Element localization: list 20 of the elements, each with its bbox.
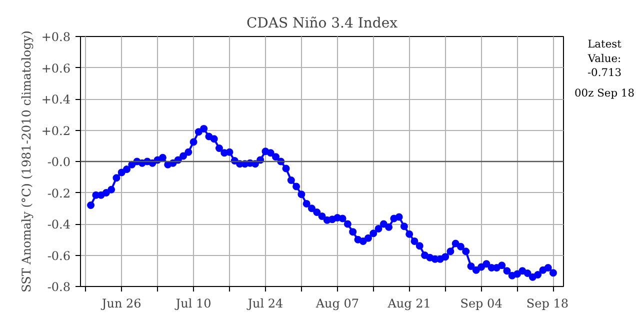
x-tick-label: Aug 07 bbox=[314, 296, 360, 310]
text: 00z Sep 18 bbox=[574, 86, 635, 100]
x-tick-label: Sep 04 bbox=[460, 296, 503, 310]
y-tick-label: +0.6 bbox=[41, 61, 70, 76]
y-tick-label: +0.4 bbox=[41, 92, 71, 106]
x-tick-label: Jul 10 bbox=[174, 296, 212, 310]
y-tick-label: -0.0 bbox=[47, 155, 70, 169]
x-tick-label: Aug 21 bbox=[386, 296, 431, 310]
x-tick-label: Sep 18 bbox=[526, 296, 569, 310]
text: Latest Value: -0.713 bbox=[586, 38, 622, 80]
x-tick-label: Jun 26 bbox=[100, 296, 142, 310]
chart-title: CDAS Niño 3.4 Index bbox=[246, 16, 398, 32]
y-axis-title: SST Anomaly (°C) (1981-2010 climatology) bbox=[19, 30, 34, 292]
y-tick-label: -0.2 bbox=[47, 186, 70, 200]
y-tick-label: +0.2 bbox=[41, 124, 70, 138]
y-tick-label: -0.6 bbox=[47, 248, 70, 263]
y-tick-label: -0.8 bbox=[47, 280, 70, 294]
y-tick-label: +0.8 bbox=[41, 30, 70, 44]
y-tick-label: -0.4 bbox=[47, 218, 71, 232]
x-tick-label: Jul 24 bbox=[246, 296, 284, 310]
